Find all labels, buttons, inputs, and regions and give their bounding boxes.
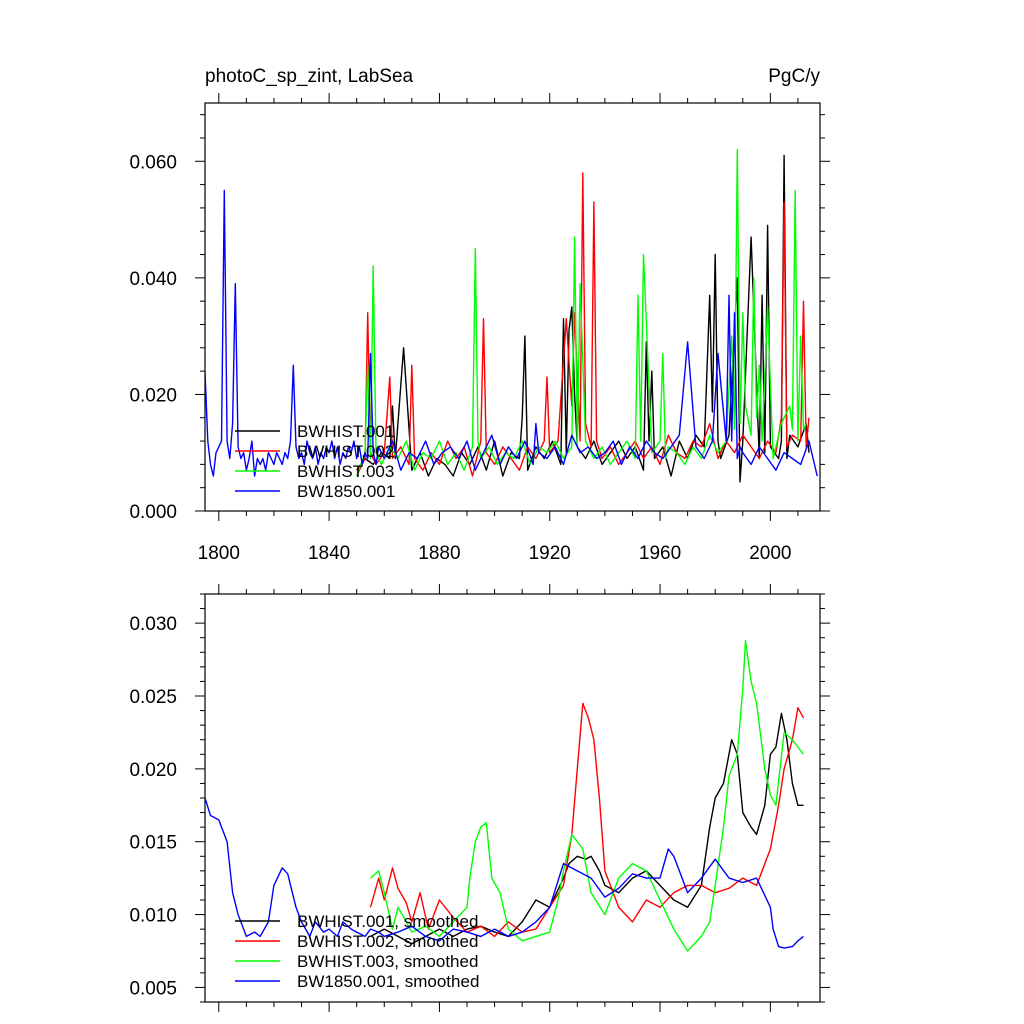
legend-entry: BWHIST.001 — [297, 422, 394, 441]
y-tick-label: 0.020 — [129, 760, 177, 781]
x-tick-label: 1880 — [418, 543, 460, 564]
series-line-bwhist-001-smoothed — [370, 712, 804, 945]
top-panel: 1800 1840 1880 1920 1960 2000 0.000 0.020 0.040 0… — [129, 66, 830, 564]
x-tick-label: 1840 — [308, 543, 350, 564]
x-tick-label: 1920 — [529, 543, 571, 564]
y-tick-label: 0.060 — [129, 152, 177, 173]
chart-title: photoC_sp_zint, LabSea — [205, 66, 414, 87]
y-tick-label: 0.030 — [129, 614, 177, 635]
series-line-bwhist-002-smoothed — [369, 702, 805, 938]
y-tick-label: 0.020 — [129, 385, 177, 406]
y-tick-label: 0.040 — [129, 269, 177, 290]
y-tick-label: 0.010 — [129, 906, 177, 927]
legend-entry: BWHIST.002 — [297, 442, 394, 461]
legend-entry: BWHIST.002, smoothed — [297, 932, 478, 951]
x-tick-label: 2000 — [749, 543, 791, 564]
series-line-bw1850-001-smoothed — [205, 797, 804, 949]
y-tick-label: 0.000 — [129, 502, 177, 523]
series-line-bw1850-001 — [205, 189, 818, 477]
legend-entry: BWHIST.001, smoothed — [297, 912, 478, 931]
y-tick-label: 0.005 — [129, 978, 177, 999]
x-tick-label: 1960 — [639, 543, 681, 564]
legend-entry: BWHIST.003 — [297, 462, 394, 481]
legend-entry: BWHIST.003, smoothed — [297, 952, 478, 971]
series-line-bwhist-002 — [356, 172, 810, 477]
series-line-bwhist-003 — [356, 148, 807, 477]
x-tick-label: 1800 — [198, 543, 240, 564]
y-tick-label: 0.015 — [129, 833, 177, 854]
legend-entry: BW1850.001 — [297, 482, 395, 501]
series-line-bwhist-003-smoothed — [370, 639, 805, 952]
bottom-panel: 0.005 0.010 0.015 0.020 0.025 0.030 BWHIST.001… — [129, 584, 830, 1012]
legend-entry: BW1850.001, smoothed — [297, 972, 479, 991]
y-tick-label: 0.025 — [129, 687, 177, 708]
plot-frame — [204, 102, 821, 512]
units-label: PgC/y — [768, 66, 820, 87]
